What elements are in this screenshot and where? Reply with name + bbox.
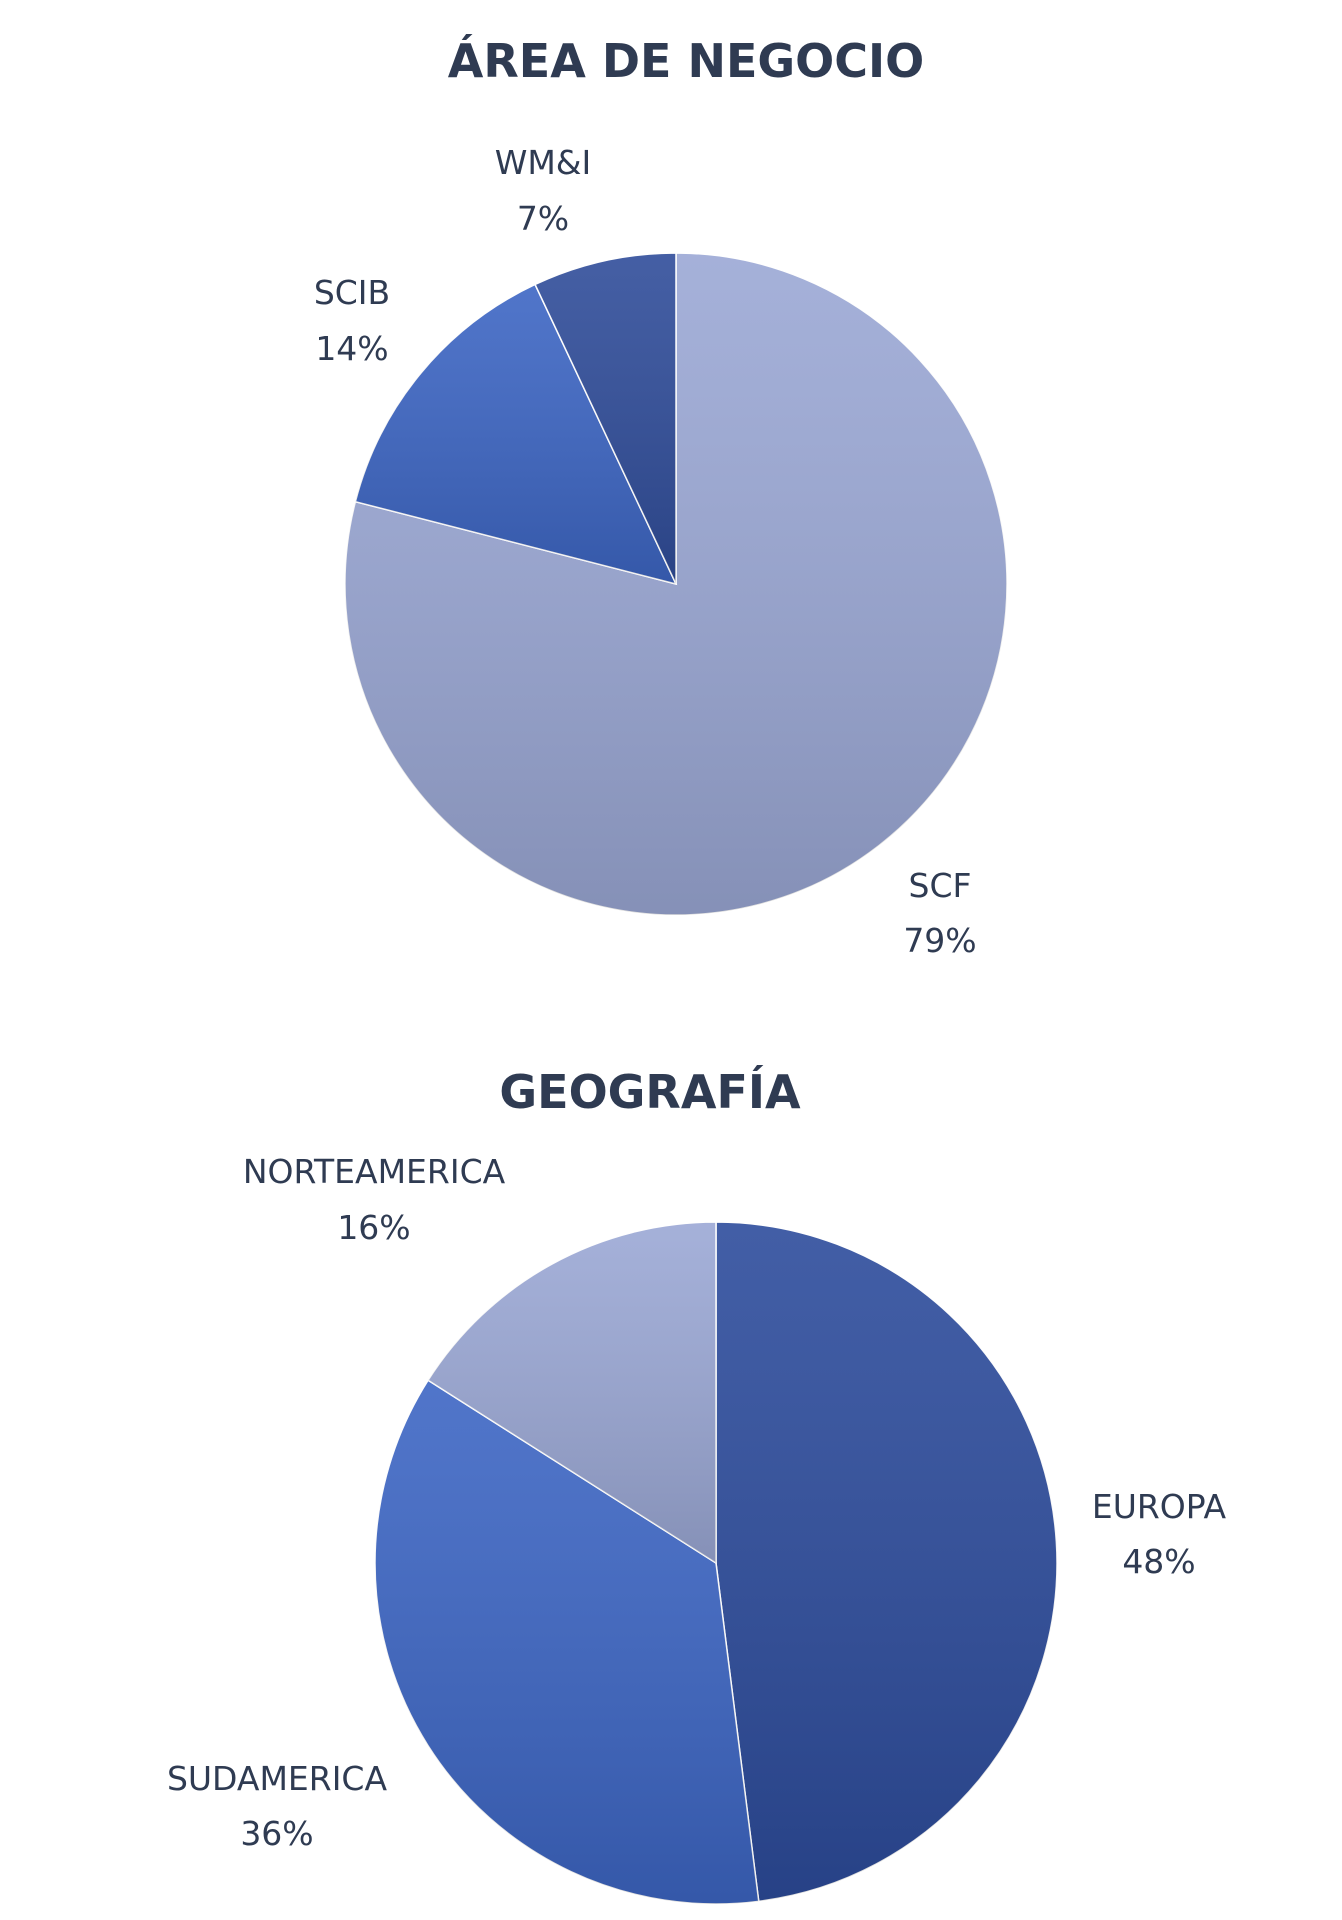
slice-name: SCF <box>909 866 972 905</box>
slice-label-norteamerica: NORTEAMERICA 16% <box>243 1152 506 1247</box>
slice-percent: 79% <box>903 921 976 960</box>
pie-slice-shading <box>428 1222 716 1563</box>
slice-label-wmi: WM&I 7% <box>495 143 592 238</box>
slice-label-europa: EUROPA 48% <box>1092 1487 1227 1581</box>
slice-label-scib: SCIB 14% <box>314 273 390 368</box>
slice-name: NORTEAMERICA <box>243 1152 506 1191</box>
pie-chart-geografia: GEOGRAFÍA EUROPA 48% SUDAMERICA 36% NORT… <box>167 1065 1227 1905</box>
pie-slice-shading <box>374 1380 759 1904</box>
slice-label-scf: SCF 79% <box>903 866 976 960</box>
slice-name: SCIB <box>314 273 390 312</box>
slice-name: SUDAMERICA <box>167 1759 388 1798</box>
slice-label-sudamerica: SUDAMERICA 36% <box>167 1759 388 1853</box>
slice-percent: 7% <box>517 199 569 238</box>
pie-chart-area-de-negocio: ÁREA DE NEGOCIO SCF 79% SCIB 14% WM&I 7% <box>314 34 1008 960</box>
slice-percent: 48% <box>1122 1542 1195 1581</box>
pie-slice-shading <box>716 1222 1058 1902</box>
slice-percent: 16% <box>337 1208 410 1247</box>
pie-slice-shading <box>355 284 676 584</box>
slice-percent: 14% <box>315 329 388 368</box>
slice-name: WM&I <box>495 143 592 182</box>
pie-slices <box>344 252 1008 916</box>
slice-name: EUROPA <box>1092 1487 1227 1526</box>
chart-title: ÁREA DE NEGOCIO <box>448 34 924 88</box>
pie-slice-shading <box>535 253 676 584</box>
slice-percent: 36% <box>240 1814 313 1853</box>
chart-title: GEOGRAFÍA <box>499 1065 801 1119</box>
pie-slices <box>374 1221 1058 1905</box>
